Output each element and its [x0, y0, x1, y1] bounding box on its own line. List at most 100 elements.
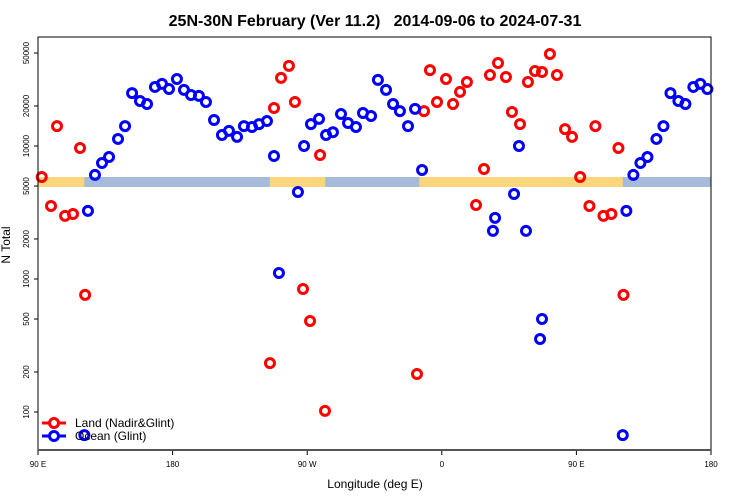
land-point	[314, 149, 327, 162]
x-tick-label: 180	[704, 460, 718, 469]
ocean-point	[620, 204, 633, 217]
ocean-point	[387, 97, 400, 110]
legend-ocean-marker	[48, 430, 60, 442]
ocean-point	[141, 97, 154, 110]
y-tick-label: 2000	[22, 230, 31, 248]
ocean-point	[199, 96, 212, 109]
land-point	[79, 288, 92, 301]
land-point	[45, 199, 58, 212]
land-point	[605, 208, 618, 221]
ocean-point	[489, 211, 502, 224]
land-point	[477, 162, 490, 175]
land-point	[410, 368, 423, 381]
land-point	[583, 199, 596, 212]
ocean-point	[334, 108, 347, 121]
ocean-point	[616, 429, 629, 442]
ocean-point	[634, 157, 647, 170]
ocean-point	[96, 157, 109, 170]
land-point	[492, 56, 505, 69]
ocean-point	[126, 87, 139, 100]
ocean-point	[298, 140, 311, 152]
ocean-point	[267, 150, 280, 163]
ocean-point	[536, 313, 549, 326]
ocean-point	[519, 224, 532, 237]
ocean-point	[170, 72, 183, 85]
ocean-point	[349, 120, 362, 133]
land-point	[521, 75, 534, 88]
land-point	[617, 288, 630, 301]
land-point	[589, 120, 602, 133]
legend-land-label: Land (Nadir&Glint)	[75, 416, 174, 430]
land-point	[263, 357, 276, 370]
ocean-point	[313, 112, 326, 125]
ocean-point	[650, 132, 663, 145]
data-points	[35, 47, 714, 442]
land-point	[536, 66, 549, 79]
ocean-point	[78, 429, 91, 442]
y-axis: 100 200 500 1000 2000 5000 10000 20000 50000	[22, 41, 38, 419]
land-point	[483, 68, 496, 81]
ocean-point	[380, 83, 393, 96]
land-point	[470, 199, 483, 212]
land-point	[499, 71, 512, 84]
legend: Land (Nadir&Glint) Ocean (Glint)	[42, 416, 174, 443]
ocean-point	[103, 150, 116, 163]
ocean-point	[222, 124, 235, 137]
ocean-point	[627, 168, 640, 181]
y-tick-label: 10000	[22, 134, 31, 157]
land-mask-segment	[269, 177, 326, 187]
x-tick-label: 180	[166, 460, 180, 469]
y-axis-label: N Total	[0, 226, 13, 263]
ocean-point	[81, 204, 94, 217]
chart-title: 25N-30N February (Ver 11.2) 2014-09-06 t…	[169, 13, 582, 30]
x-tick-label: 90 W	[298, 460, 317, 469]
ocean-point	[365, 110, 378, 123]
ocean-point	[393, 105, 406, 118]
x-tick-label: 90 E	[30, 460, 46, 469]
ocean-point	[508, 187, 521, 200]
land-point	[282, 59, 295, 72]
ocean-point	[664, 87, 677, 100]
land-point	[559, 123, 572, 136]
land-point	[566, 130, 579, 143]
land-point	[50, 120, 63, 133]
ocean-point	[534, 332, 547, 345]
y-tick-label: 200	[22, 365, 31, 379]
legend-ocean-label: Ocean (Glint)	[75, 429, 146, 443]
ocean-point	[409, 102, 422, 115]
land-point	[439, 72, 452, 85]
plot-frame	[37, 36, 712, 451]
land-point	[550, 68, 563, 81]
ocean-point	[679, 97, 692, 110]
land-point	[66, 208, 79, 221]
land-mask-segment	[419, 177, 577, 187]
y-tick-label: 1000	[22, 270, 31, 288]
y-tick-label: 5000	[22, 177, 31, 195]
ocean-point	[701, 83, 714, 96]
ocean-point	[402, 120, 415, 133]
land-point	[431, 96, 444, 109]
land-point	[297, 283, 310, 296]
y-tick-label: 20000	[22, 94, 31, 117]
land-point	[447, 97, 460, 110]
y-tick-label: 500	[22, 312, 31, 326]
x-axis-label: Longitude (deg E)	[327, 477, 422, 491]
ocean-point	[304, 118, 317, 131]
ocean-point	[326, 126, 339, 139]
ocean-point	[657, 120, 670, 133]
ocean-point	[416, 164, 429, 177]
ocean-point	[512, 140, 525, 152]
ocean-point	[112, 132, 125, 145]
x-axis: 90 E 180 90 W 0 90 E 180	[30, 450, 718, 469]
land-point	[318, 404, 331, 417]
ocean-point	[119, 120, 132, 133]
ocean-point	[231, 130, 244, 143]
land-point	[460, 75, 473, 88]
ocean-point	[88, 168, 101, 181]
land-point	[35, 170, 48, 183]
land-point	[514, 118, 527, 131]
x-tick-label: 90 E	[568, 460, 584, 469]
land-point	[612, 141, 625, 154]
land-point	[454, 85, 467, 98]
